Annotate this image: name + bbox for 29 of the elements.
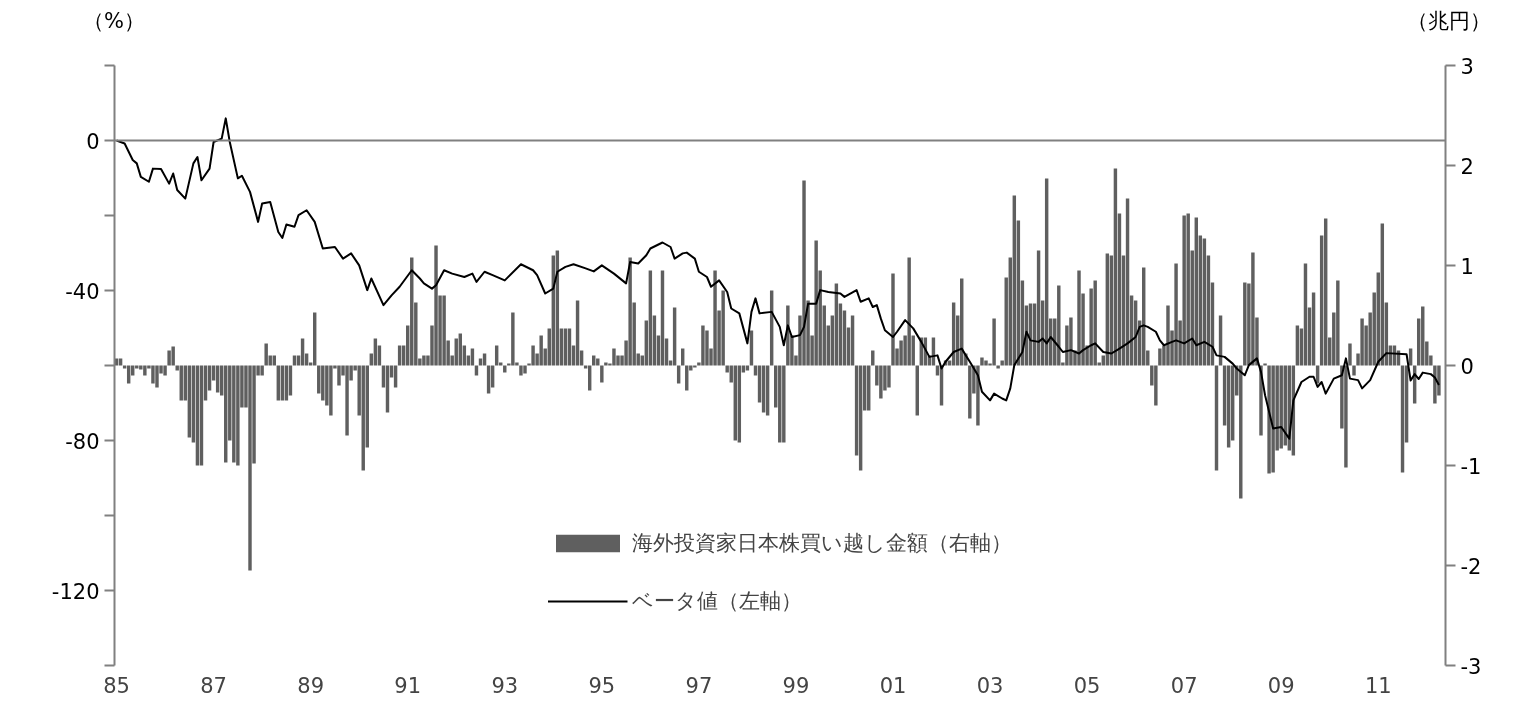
y-tick-label: -40 [65, 279, 100, 304]
x-tick-label: 93 [491, 673, 519, 698]
y2-tick-label: 0 [1460, 354, 1474, 379]
y-axis-title: （%） [83, 8, 145, 35]
legend-label: 海外投資家日本株買い越し金額（右軸） [632, 530, 1012, 557]
x-tick-label: 89 [297, 673, 325, 698]
y2-tick-label: -1 [1460, 454, 1482, 479]
x-tick-label: 87 [200, 673, 227, 698]
x-tick-label: 85 [103, 673, 130, 698]
x-tick-label: 09 [1267, 673, 1295, 698]
y2-axis-title: （兆円） [1407, 8, 1491, 35]
y2-tick-label: 1 [1460, 254, 1474, 279]
x-tick-label: 97 [685, 673, 713, 698]
x-tick-label: 03 [976, 673, 1004, 698]
x-tick-label: 95 [588, 673, 616, 698]
y2-tick-label: -3 [1460, 654, 1482, 679]
x-tick-label: 01 [879, 673, 907, 698]
x-tick-label: 07 [1170, 673, 1198, 698]
y-tick-label: 0 [86, 129, 100, 154]
y2-tick-label: 3 [1460, 54, 1474, 79]
x-tick-label: 91 [394, 673, 422, 698]
y2-tick-label: 2 [1460, 154, 1474, 179]
x-tick-label: 11 [1364, 673, 1392, 698]
y-tick-label: -120 [51, 579, 100, 604]
y2-tick-label: -2 [1460, 554, 1482, 579]
y-tick-label: -80 [65, 429, 100, 454]
x-tick-label: 05 [1073, 673, 1101, 698]
x-tick-label: 99 [782, 673, 810, 698]
legend-label: ベータ値（左軸） [632, 588, 802, 615]
